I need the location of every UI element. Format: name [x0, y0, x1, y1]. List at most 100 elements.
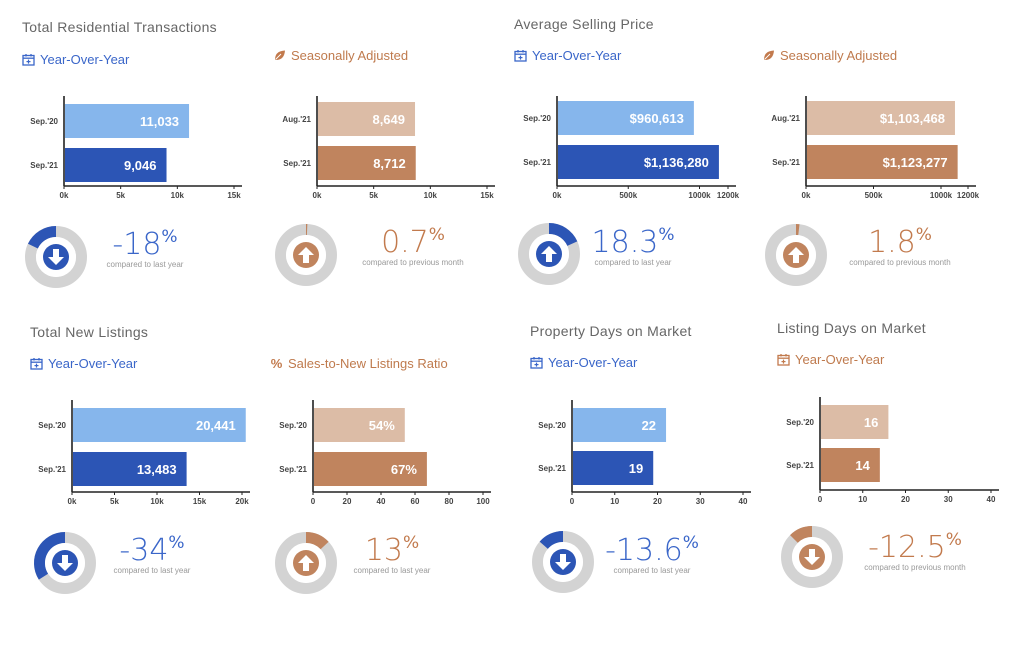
x-tick-label: 10k	[150, 497, 164, 506]
comparison-caption: compared to previous month	[849, 258, 951, 267]
chart-subtitle: Year-Over-Year	[777, 352, 884, 367]
section-title-residential: Total Residential Transactions	[22, 19, 217, 35]
bar-value-label: 8,649	[372, 112, 405, 127]
bar-value-label: 16	[864, 415, 878, 430]
category-label: Aug.'21	[771, 114, 800, 123]
chart-subtitle: Year-Over-Year	[514, 48, 621, 63]
chart-subtitle: Seasonally Adjusted	[762, 48, 897, 63]
arrow-glyph	[57, 555, 73, 571]
percent-sign: %	[658, 225, 675, 245]
x-tick-label: 20	[653, 497, 662, 506]
bar	[573, 408, 667, 442]
arrow-glyph	[48, 249, 64, 265]
donut-change-arc	[33, 532, 65, 580]
percent-sign: %	[945, 530, 962, 550]
x-tick-label: 0k	[313, 191, 322, 200]
bar	[807, 101, 955, 135]
section-title-new-listings: Total New Listings	[30, 324, 149, 340]
bar	[558, 101, 694, 135]
comparison-caption: compared to previous month	[864, 563, 966, 572]
category-label: Sep.'20	[279, 421, 307, 430]
comparison-caption: compared to previous month	[362, 258, 464, 267]
x-tick-label: 0	[311, 497, 316, 506]
chart-subtitle-label: Year-Over-Year	[548, 355, 638, 370]
bar-value-label: $1,103,468	[880, 111, 945, 126]
category-label: Sep.'21	[772, 158, 800, 167]
bar	[318, 102, 416, 136]
x-tick-label: 30	[944, 495, 953, 504]
x-tick-label: 0k	[553, 191, 562, 200]
bar-value-label: 54%	[369, 418, 395, 433]
bar-value-label: 9,046	[124, 158, 157, 173]
arrow-glyph	[555, 554, 571, 570]
chart-subtitle: Year-Over-Year	[22, 52, 129, 67]
bar	[821, 448, 880, 482]
chart-subtitle-label: Sales-to-New Listings Ratio	[288, 356, 448, 371]
bar	[318, 146, 416, 180]
bar-value-label: 8,712	[373, 156, 406, 171]
bar-value-label: 22	[642, 418, 656, 433]
bar-value-label: 67%	[391, 462, 417, 477]
bar	[807, 145, 958, 179]
category-label: Sep.'20	[538, 421, 566, 430]
percent-icon: %	[271, 357, 283, 370]
x-tick-label: 40	[987, 495, 996, 504]
arrow-glyph	[788, 247, 804, 263]
donut-change-arc	[549, 223, 578, 246]
chart-subtitle-label: Year-Over-Year	[40, 52, 130, 67]
comparison-caption: compared to last year	[594, 258, 672, 267]
bar	[821, 405, 889, 439]
arrow-glyph	[541, 246, 557, 262]
x-tick-label: 0k	[60, 191, 69, 200]
x-tick-label: 1000k	[930, 191, 953, 200]
chart-subtitle-label: Seasonally Adjusted	[780, 48, 898, 63]
bar	[314, 452, 427, 486]
bar-value-label: 11,033	[140, 114, 179, 129]
calendar-icon	[30, 358, 43, 370]
percent-change: 0.7% compared to previous month	[343, 225, 483, 267]
category-label: Sep.'20	[38, 421, 66, 430]
percent-change: 13% compared to last year	[322, 533, 462, 575]
x-tick-label: 10	[610, 497, 619, 506]
percent-sign: %	[682, 533, 699, 553]
donut-change-arc	[796, 224, 800, 236]
bar-value-label: $960,613	[630, 111, 684, 126]
category-label: Sep.'21	[38, 465, 66, 474]
calendar-icon	[530, 357, 543, 369]
category-label: Sep.'21	[279, 465, 307, 474]
chart-subtitle: Year-Over-Year	[30, 356, 137, 371]
chart-subtitle-label: Year-Over-Year	[48, 356, 138, 371]
bar-value-label: 14	[855, 458, 870, 473]
bar	[65, 104, 190, 138]
x-tick-label: 40	[739, 497, 748, 506]
x-tick-label: 100	[476, 497, 490, 506]
x-tick-label: 10k	[424, 191, 438, 200]
percent-change-value: -13.6	[605, 533, 683, 568]
percent-change-value: -34	[119, 533, 169, 568]
bar	[314, 408, 405, 442]
x-tick-label: 10	[858, 495, 867, 504]
bar	[573, 451, 654, 485]
calendar-icon	[22, 54, 35, 66]
percent-change: 1.8% compared to previous month	[830, 225, 970, 267]
bar-value-label: 19	[629, 461, 643, 476]
comparison-caption: compared to last year	[613, 566, 691, 575]
x-tick-label: 30	[696, 497, 705, 506]
x-tick-label: 1200k	[717, 191, 740, 200]
category-label: Aug.'21	[282, 115, 311, 124]
chart-subtitle-label: Year-Over-Year	[795, 352, 885, 367]
percent-change-value: 13	[364, 533, 404, 568]
chart-subtitle: % Sales-to-New Listings Ratio	[270, 356, 448, 371]
x-tick-label: 20k	[235, 497, 249, 506]
x-tick-label: 15k	[227, 191, 241, 200]
percent-change-value: 1.8	[868, 225, 916, 260]
x-tick-label: 80	[445, 497, 454, 506]
donut-change-arc	[27, 226, 56, 249]
category-label: Sep.'21	[30, 161, 58, 170]
x-tick-label: 500k	[865, 191, 883, 200]
percent-change-value: 0.7	[381, 225, 429, 260]
category-label: Sep.'21	[283, 159, 311, 168]
